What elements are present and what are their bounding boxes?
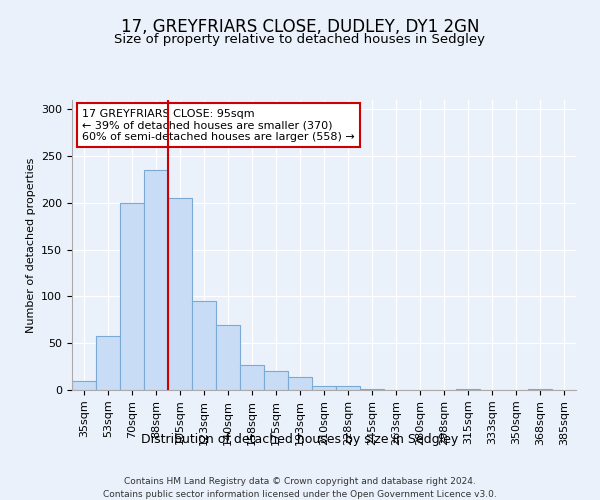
Y-axis label: Number of detached properties: Number of detached properties (26, 158, 35, 332)
Bar (144, 170, 168, 390)
Bar (456, 389, 480, 390)
Bar (288, 377, 312, 390)
Bar (120, 203, 144, 390)
Bar (360, 389, 384, 390)
Bar (312, 386, 336, 390)
Bar (264, 372, 288, 390)
Text: Contains public sector information licensed under the Open Government Licence v3: Contains public sector information licen… (103, 490, 497, 499)
Bar (168, 198, 192, 390)
Bar (216, 324, 240, 390)
Text: Size of property relative to detached houses in Sedgley: Size of property relative to detached ho… (115, 32, 485, 46)
Text: Distribution of detached houses by size in Sedgley: Distribution of detached houses by size … (142, 432, 458, 446)
Text: 17 GREYFRIARS CLOSE: 95sqm
← 39% of detached houses are smaller (370)
60% of sem: 17 GREYFRIARS CLOSE: 95sqm ← 39% of deta… (82, 108, 355, 142)
Bar (192, 301, 216, 390)
Bar (528, 389, 552, 390)
Bar (96, 336, 120, 390)
Bar (336, 386, 360, 390)
Bar (72, 380, 96, 390)
Text: Contains HM Land Registry data © Crown copyright and database right 2024.: Contains HM Land Registry data © Crown c… (124, 478, 476, 486)
Text: 17, GREYFRIARS CLOSE, DUDLEY, DY1 2GN: 17, GREYFRIARS CLOSE, DUDLEY, DY1 2GN (121, 18, 479, 36)
Bar (240, 364, 264, 390)
